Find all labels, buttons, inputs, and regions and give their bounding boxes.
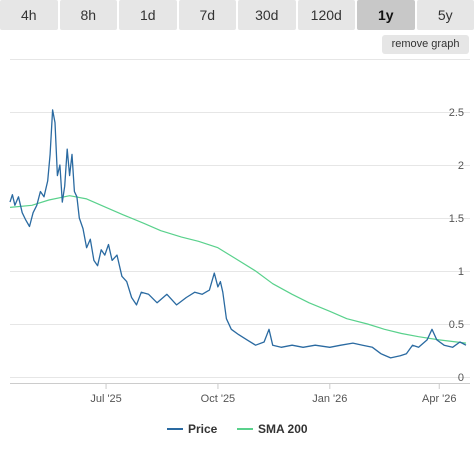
remove-graph-button[interactable]: remove graph (382, 35, 469, 54)
x-axis: Jul '25 Oct '25 Jan '26 Apr '26 (10, 383, 470, 405)
y-tick-label: 2.5 (449, 107, 464, 119)
tab-1d[interactable]: 1d (119, 0, 177, 30)
tab-120d[interactable]: 120d (297, 0, 355, 30)
series-lines (9, 109, 467, 359)
y-tick-label: 2 (458, 160, 464, 172)
legend-item-price[interactable]: Price (167, 422, 218, 436)
legend: Price SMA 200 (167, 422, 308, 436)
x-tick-label: Oct '25 (201, 393, 236, 405)
x-tick-label: Jul '25 (90, 393, 121, 405)
tab-4h[interactable]: 4h (0, 0, 58, 30)
y-tick-label: 1.5 (449, 213, 464, 225)
x-tick-label: Apr '26 (422, 393, 457, 405)
y-tick-label: 0 (458, 372, 464, 384)
timeframe-tabs: 4h 8h 1d 7d 30d 120d 1y 5y (0, 0, 474, 30)
y-tick-label: 0.5 (449, 319, 464, 331)
sma-series-line (9, 195, 467, 344)
x-tick-label: Jan '26 (312, 393, 347, 405)
tab-8h[interactable]: 8h (59, 0, 117, 30)
grid-lines (10, 59, 470, 378)
legend-label: SMA 200 (258, 422, 308, 436)
tab-5y[interactable]: 5y (416, 0, 474, 30)
tab-1y[interactable]: 1y (357, 0, 415, 30)
legend-item-sma[interactable]: SMA 200 (237, 422, 308, 436)
y-axis: 0 0.5 1 1.5 2 2.5 (449, 107, 464, 384)
tab-7d[interactable]: 7d (178, 0, 236, 30)
legend-label: Price (188, 422, 218, 436)
tab-30d[interactable]: 30d (238, 0, 296, 30)
price-series-line (9, 109, 467, 359)
y-tick-label: 1 (458, 266, 464, 278)
